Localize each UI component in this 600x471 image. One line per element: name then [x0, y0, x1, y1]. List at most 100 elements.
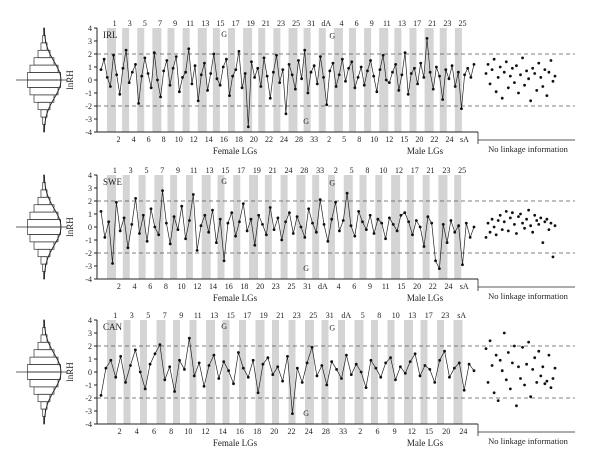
lg-label-top: 8	[365, 166, 369, 175]
data-point	[149, 86, 153, 90]
data-point	[340, 377, 343, 380]
lg-band	[375, 175, 383, 279]
data-point	[199, 224, 203, 228]
lg-label-bottom: 20	[256, 282, 264, 291]
lg-band	[343, 175, 353, 279]
data-point	[105, 76, 109, 79]
lg-label-top: 5	[144, 166, 148, 175]
lg-label-top: 13	[398, 19, 406, 28]
lg-label-bottom: 18	[253, 427, 261, 436]
lg-label-top: 5	[361, 311, 365, 320]
data-point	[280, 238, 284, 242]
unlinked-point	[494, 233, 498, 237]
lg-label-top: 5	[143, 19, 147, 28]
unlinked-point	[508, 74, 512, 78]
y-tick-label: -1	[85, 89, 92, 98]
unlinked-point	[506, 351, 510, 354]
data-point	[143, 56, 147, 60]
lg-band	[222, 320, 230, 424]
data-point	[278, 81, 282, 84]
unlinked-point	[553, 224, 557, 228]
unlinked-point	[517, 91, 520, 95]
lg-label-bottom: 6	[352, 282, 356, 291]
lg-band	[264, 175, 272, 279]
data-point	[203, 213, 207, 217]
unlinked-point	[484, 236, 488, 239]
data-point	[266, 356, 270, 360]
g-marker: G	[329, 31, 335, 40]
data-point	[193, 64, 197, 68]
lg-band	[189, 320, 197, 424]
unlinked-point	[545, 379, 549, 383]
y-tick-label: -3	[85, 262, 92, 271]
g-marker: G	[221, 177, 227, 186]
histogram-bar	[33, 386, 55, 395]
lg-label-top: 7	[158, 19, 162, 28]
data-point	[259, 85, 263, 88]
data-point	[133, 348, 137, 352]
data-point	[428, 368, 432, 371]
unlinked-point	[547, 353, 551, 357]
data-point	[172, 215, 176, 219]
data-point	[350, 60, 354, 64]
lg-label-top: 19	[247, 19, 255, 28]
data-point	[322, 76, 325, 79]
lg-label-bottom: 6	[375, 427, 379, 436]
data-point	[109, 358, 113, 362]
y-tick-label: -3	[85, 407, 92, 416]
data-point	[338, 229, 341, 233]
data-point	[468, 236, 472, 239]
data-point	[394, 63, 398, 66]
lg-band	[272, 320, 279, 424]
lg-band	[420, 320, 428, 424]
unlinked-point	[549, 59, 553, 62]
data-point	[209, 72, 213, 75]
lg-band	[122, 175, 130, 279]
data-point	[102, 57, 106, 61]
lg-label-top: 2	[334, 166, 338, 175]
unlinked-point	[486, 63, 490, 66]
data-point	[130, 70, 134, 74]
data-point	[157, 233, 161, 237]
lg-band	[243, 28, 253, 132]
unlinked-point	[496, 399, 500, 402]
unlinked-point	[521, 221, 524, 225]
data-point	[411, 233, 414, 237]
unlinked-point	[486, 381, 490, 384]
lg-label-top: 5	[350, 166, 354, 175]
linked-series-line	[100, 190, 475, 270]
histogram-bar	[37, 393, 51, 403]
data-point	[245, 229, 249, 233]
data-point	[206, 89, 209, 92]
lg-label-bottom: 6	[152, 427, 156, 436]
data-point	[388, 216, 391, 220]
lg-label-top: 9	[176, 166, 180, 175]
y-tick-label: 3	[88, 329, 92, 338]
lg-label-bottom: 10	[370, 135, 378, 144]
histogram-bar	[37, 341, 51, 351]
unlinked-point	[551, 377, 555, 380]
lg-band	[288, 320, 296, 424]
y-tick-label: 2	[88, 50, 92, 59]
data-point	[311, 221, 314, 225]
unlinked-point	[498, 213, 502, 217]
lg-label-bottom: 15	[400, 135, 408, 144]
data-point	[403, 51, 407, 55]
unlinked-point	[545, 94, 549, 97]
data-point	[394, 378, 397, 382]
y-tick-label: 3	[88, 37, 92, 46]
data-point	[268, 206, 272, 209]
lg-label-bottom: 6	[147, 135, 151, 144]
lg-label-bottom: 5	[342, 135, 346, 144]
unlinked-point	[533, 213, 537, 217]
lg-label-top: 31	[307, 19, 315, 28]
lg-label-top: dA	[321, 19, 331, 28]
histogram-bar	[37, 196, 51, 206]
y-tick-label: 0	[88, 76, 92, 85]
data-point	[434, 259, 437, 263]
y-tick-label: -1	[85, 381, 92, 390]
data-point	[238, 220, 241, 224]
y-tick-label: -4	[85, 128, 92, 137]
histogram-bar	[33, 204, 55, 213]
lg-label-bottom: 28	[295, 135, 303, 144]
